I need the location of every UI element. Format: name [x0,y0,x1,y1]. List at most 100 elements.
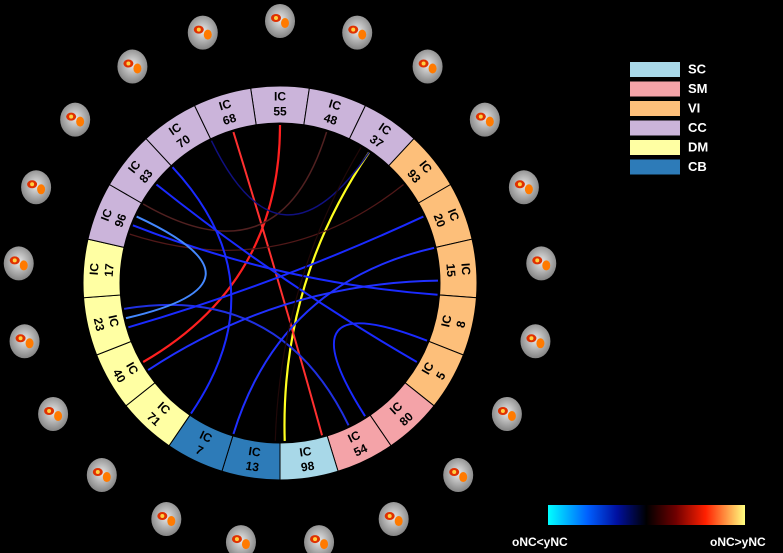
segment-number: 20 [431,212,449,230]
connection [171,166,233,415]
activation-blob [102,472,111,483]
brain-shape [60,102,91,137]
activation-core [160,514,165,519]
brain-shape [491,397,522,431]
brain-shape [151,502,182,537]
segment-number: 68 [221,111,238,128]
segment-number: 54 [352,441,370,460]
brain-shape [520,324,551,359]
activation-core [126,61,131,66]
brain-thumbnail [491,397,522,431]
segment-prefix: IC [458,263,473,276]
brain-thumbnail [225,525,256,553]
colorbar-left-label: oNC<yNC [512,535,568,549]
brain-thumbnail [520,324,551,359]
segment-prefix: IC [198,428,215,446]
segment-prefix: IC [346,428,363,446]
connection [232,131,323,436]
connection [128,215,424,329]
activation-blob [167,516,176,527]
brain-thumbnail [378,502,409,537]
segment-number: 98 [300,459,316,475]
brain-thumbnail [38,397,69,431]
brain-shape [469,102,500,137]
segment-prefix: IC [217,96,233,113]
legend-label: SC [688,61,707,76]
brain-thumbnail [443,458,474,493]
activation-blob [524,184,533,195]
activation-core [69,114,74,119]
activation-core [196,27,201,32]
segment-prefix: IC [274,90,286,104]
legend-swatch [630,81,680,97]
segment-prefix: IC [327,96,343,113]
connection [132,224,438,296]
segment-prefix: IC [298,444,312,460]
brain-thumbnail [9,324,40,359]
brain-shape [265,4,295,38]
activation-core [95,470,100,475]
legend-label: DM [688,139,708,154]
activation-core [517,182,522,187]
activation-blob [54,411,63,421]
activation-core [529,336,534,341]
brain-thumbnail [60,102,91,137]
legend-swatch [630,159,680,175]
segment-prefix: IC [445,207,463,224]
brain-shape [526,246,557,281]
brain-thumbnail [117,49,148,84]
activation-blob [542,260,551,271]
legend-swatch [630,101,680,116]
ring-segment [193,87,257,140]
segment-prefix: IC [248,444,262,460]
colorbar-right-label: oNC>yNC [710,535,766,549]
activation-core [313,537,318,542]
brain-thumbnail [3,246,34,281]
brain-shape [9,324,40,359]
connection [232,246,435,435]
activation-blob [25,338,34,349]
activation-blob [281,18,289,28]
legend-swatch [630,62,680,77]
activation-blob [133,63,142,74]
segment-prefix: IC [438,313,454,328]
legend-swatch [630,140,680,155]
activation-blob [37,184,46,195]
brain-thumbnail [526,246,557,281]
connection [142,131,328,232]
segment-prefix: IC [87,262,102,275]
activation-core [421,61,426,66]
segment-number: 15 [443,263,458,278]
segment-prefix: IC [98,206,116,223]
brain-thumbnail [469,102,500,137]
brain-shape [443,458,474,493]
activation-blob [19,260,28,271]
legend-label: SM [688,81,708,96]
activation-blob [485,116,494,127]
brain-shape [86,458,117,493]
legend-label: CC [688,120,707,135]
segment-label: IC8 [438,313,468,329]
connection [125,215,207,320]
connection [155,183,418,363]
activation-blob [203,29,212,40]
connection [147,279,438,371]
activation-core [535,258,540,263]
brain-thumbnail [151,502,182,537]
activation-core [478,114,483,119]
legend-swatch [630,120,680,136]
segment-number: 8 [453,319,468,329]
activation-blob [320,539,329,550]
brain-thumbnail [508,170,539,205]
connection [123,303,350,426]
activation-core [452,470,457,475]
activation-blob [507,411,516,421]
activation-blob [241,539,250,550]
